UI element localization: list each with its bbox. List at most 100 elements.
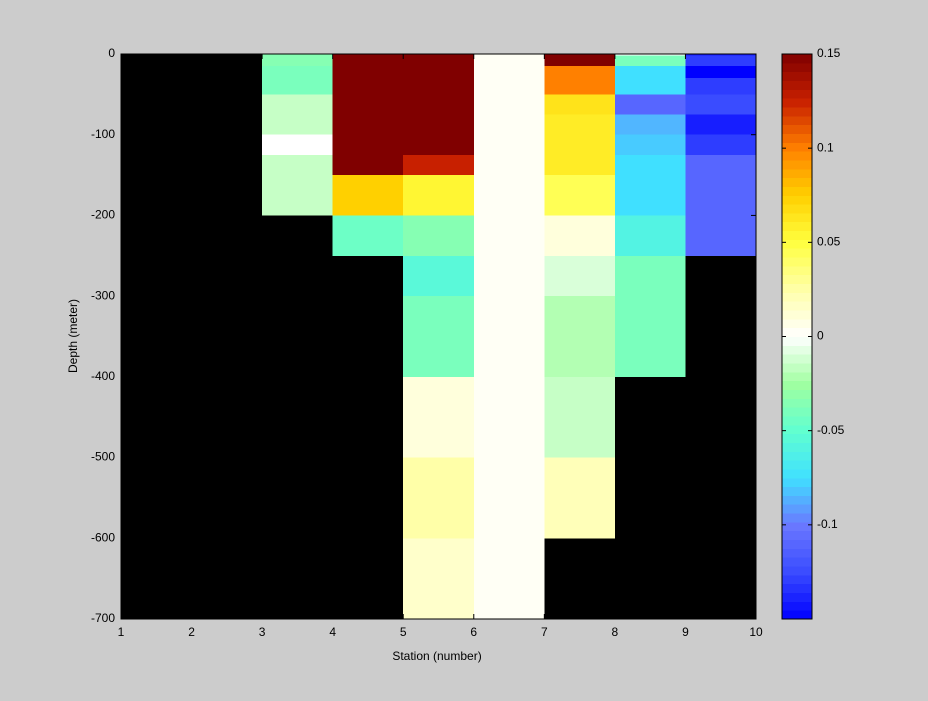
heatmap-cell [262, 66, 333, 79]
heatmap-cell [262, 78, 333, 95]
colorbar-swatch [782, 380, 812, 390]
heatmap-cell [473, 55, 545, 67]
colorbar-swatch [782, 574, 812, 585]
heatmap-cell [332, 175, 404, 216]
colorbar-swatch [782, 336, 812, 346]
heatmap-cell [262, 54, 333, 56]
heatmap-cell [544, 78, 615, 95]
heatmap-cell [685, 55, 756, 67]
colorbar-swatch [782, 186, 812, 196]
colorbar-swatch [782, 248, 812, 258]
colorbar-swatch [782, 318, 812, 329]
colorbar-swatch [782, 345, 812, 355]
heatmap-cell [544, 215, 615, 256]
heatmap-cell [685, 94, 756, 115]
colorbar-swatch [782, 548, 812, 558]
heatmap-cell [544, 154, 615, 176]
colorbar-swatch [782, 486, 812, 496]
heatmap-cell [262, 94, 333, 115]
heatmap-cell [403, 154, 474, 176]
y-tick-label: -100 [91, 127, 115, 141]
heatmap-cell [403, 66, 474, 79]
colorbar-swatch [782, 424, 812, 435]
colorbar-swatch [782, 221, 812, 232]
heatmap-cell [685, 154, 756, 176]
colorbar-tick-label: -0.05 [817, 423, 845, 437]
colorbar-swatch [782, 371, 812, 382]
heatmap-cell [614, 78, 686, 95]
heatmap-cell [614, 54, 686, 56]
x-tick-label: 2 [188, 625, 195, 639]
colorbar-swatch [782, 177, 812, 187]
heatmap-cell [262, 114, 333, 135]
heatmap-cell [685, 66, 756, 79]
y-axis-label: Depth (meter) [66, 299, 80, 373]
colorbar-swatch [782, 460, 812, 470]
colorbar-swatch [782, 106, 812, 117]
heatmap-cell [544, 255, 615, 297]
heatmap-cell [403, 215, 474, 256]
heatmap-cell [473, 54, 545, 56]
heatmap-cell [614, 114, 686, 135]
heatmap-cell [403, 538, 474, 619]
heatmap-cell [685, 78, 756, 95]
y-tick-label: -500 [91, 450, 115, 464]
heatmap-cell [614, 154, 686, 176]
colorbar-swatch [782, 98, 812, 108]
colorbar-swatch [782, 407, 812, 417]
heatmap-cell [473, 114, 545, 135]
x-tick-label: 4 [329, 625, 336, 639]
heatmap-cell [473, 457, 545, 539]
colorbar-swatch [782, 601, 812, 611]
colorbar-tick-label: 0.1 [817, 140, 834, 154]
colorbar-swatch [782, 133, 812, 143]
heatmap-cell [262, 154, 333, 176]
colorbar-swatch [782, 283, 812, 293]
colorbar-swatch [782, 239, 812, 249]
heatmap-cell [403, 55, 474, 67]
colorbar-swatch [782, 477, 812, 488]
colorbar-swatch [782, 513, 812, 523]
heatmap-cell [614, 66, 686, 79]
heatmap-cell [332, 78, 404, 95]
colorbar-swatch [782, 257, 812, 267]
x-tick-label: 1 [118, 625, 125, 639]
heatmap-cell [614, 255, 686, 297]
heatmap-cell [403, 78, 474, 95]
colorbar-swatch [782, 389, 812, 399]
heatmap-cell [544, 296, 615, 377]
colorbar-swatch [782, 204, 812, 214]
colorbar-swatch [782, 115, 812, 126]
heatmap-cell [614, 175, 686, 216]
heatmap-cell [262, 175, 333, 216]
x-tick-label: 10 [749, 625, 763, 639]
colorbar-swatch [782, 504, 812, 514]
colorbar-swatch [782, 451, 812, 461]
heatmap-cell [332, 55, 404, 67]
heatmap-cell [332, 215, 404, 256]
colorbar-swatch [782, 168, 812, 179]
colorbar-swatch [782, 230, 812, 240]
heatmap-cell [262, 134, 333, 155]
colorbar-swatch [782, 124, 812, 134]
heatmap-cell [332, 114, 404, 135]
heatmap-cell [332, 154, 404, 176]
colorbar-tick-label: 0.15 [817, 46, 841, 60]
heatmap-cell [403, 94, 474, 115]
colorbar-swatch [782, 195, 812, 205]
colorbar-tick-label: 0 [817, 329, 824, 343]
heatmap-cell [473, 538, 545, 619]
heatmap-cell [332, 66, 404, 79]
heatmap-cell [685, 54, 756, 56]
heatmap-cell [614, 134, 686, 155]
heatmap-cell [544, 376, 615, 458]
heatmap-cell [544, 175, 615, 216]
heatmap-cell [614, 55, 686, 67]
heatmap-cell [473, 66, 545, 79]
heatmap-cell [403, 296, 474, 377]
colorbar-swatch [782, 62, 812, 73]
y-tick-label: -700 [91, 611, 115, 625]
colorbar-swatch [782, 71, 812, 81]
heatmap-cell [332, 54, 404, 56]
